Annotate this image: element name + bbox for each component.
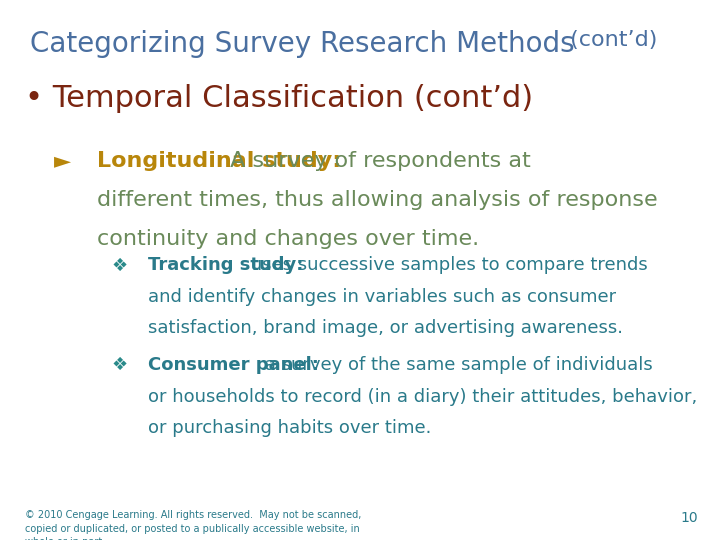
Text: and identify changes in variables such as consumer: and identify changes in variables such a…	[148, 288, 616, 306]
Text: or purchasing habits over time.: or purchasing habits over time.	[148, 419, 431, 437]
Text: • Temporal Classification (cont’d): • Temporal Classification (cont’d)	[25, 84, 534, 113]
Text: different times, thus allowing analysis of response: different times, thus allowing analysis …	[97, 190, 658, 210]
Text: © 2010 Cengage Learning. All rights reserved.  May not be scanned,
copied or dup: © 2010 Cengage Learning. All rights rese…	[25, 510, 361, 540]
Text: a survey of the same sample of individuals: a survey of the same sample of individua…	[259, 356, 653, 374]
Text: continuity and changes over time.: continuity and changes over time.	[97, 229, 480, 249]
Text: ❖: ❖	[112, 256, 127, 274]
Text: A survey of respondents at: A survey of respondents at	[223, 151, 531, 171]
Text: Tracking study:: Tracking study:	[148, 256, 303, 274]
Text: Longitudinal study:: Longitudinal study:	[97, 151, 341, 171]
Text: or households to record (in a diary) their attitudes, behavior,: or households to record (in a diary) the…	[148, 388, 697, 406]
Text: Consumer panel:: Consumer panel:	[148, 356, 318, 374]
Text: uses successive samples to compare trends: uses successive samples to compare trend…	[245, 256, 647, 274]
Text: satisfaction, brand image, or advertising awareness.: satisfaction, brand image, or advertisin…	[148, 319, 623, 337]
Text: ❖: ❖	[112, 356, 127, 374]
Text: 10: 10	[681, 511, 698, 525]
Text: ►: ►	[54, 151, 71, 171]
Text: Categorizing Survey Research Methods: Categorizing Survey Research Methods	[30, 30, 575, 58]
Text: (cont’d): (cont’d)	[563, 30, 657, 50]
